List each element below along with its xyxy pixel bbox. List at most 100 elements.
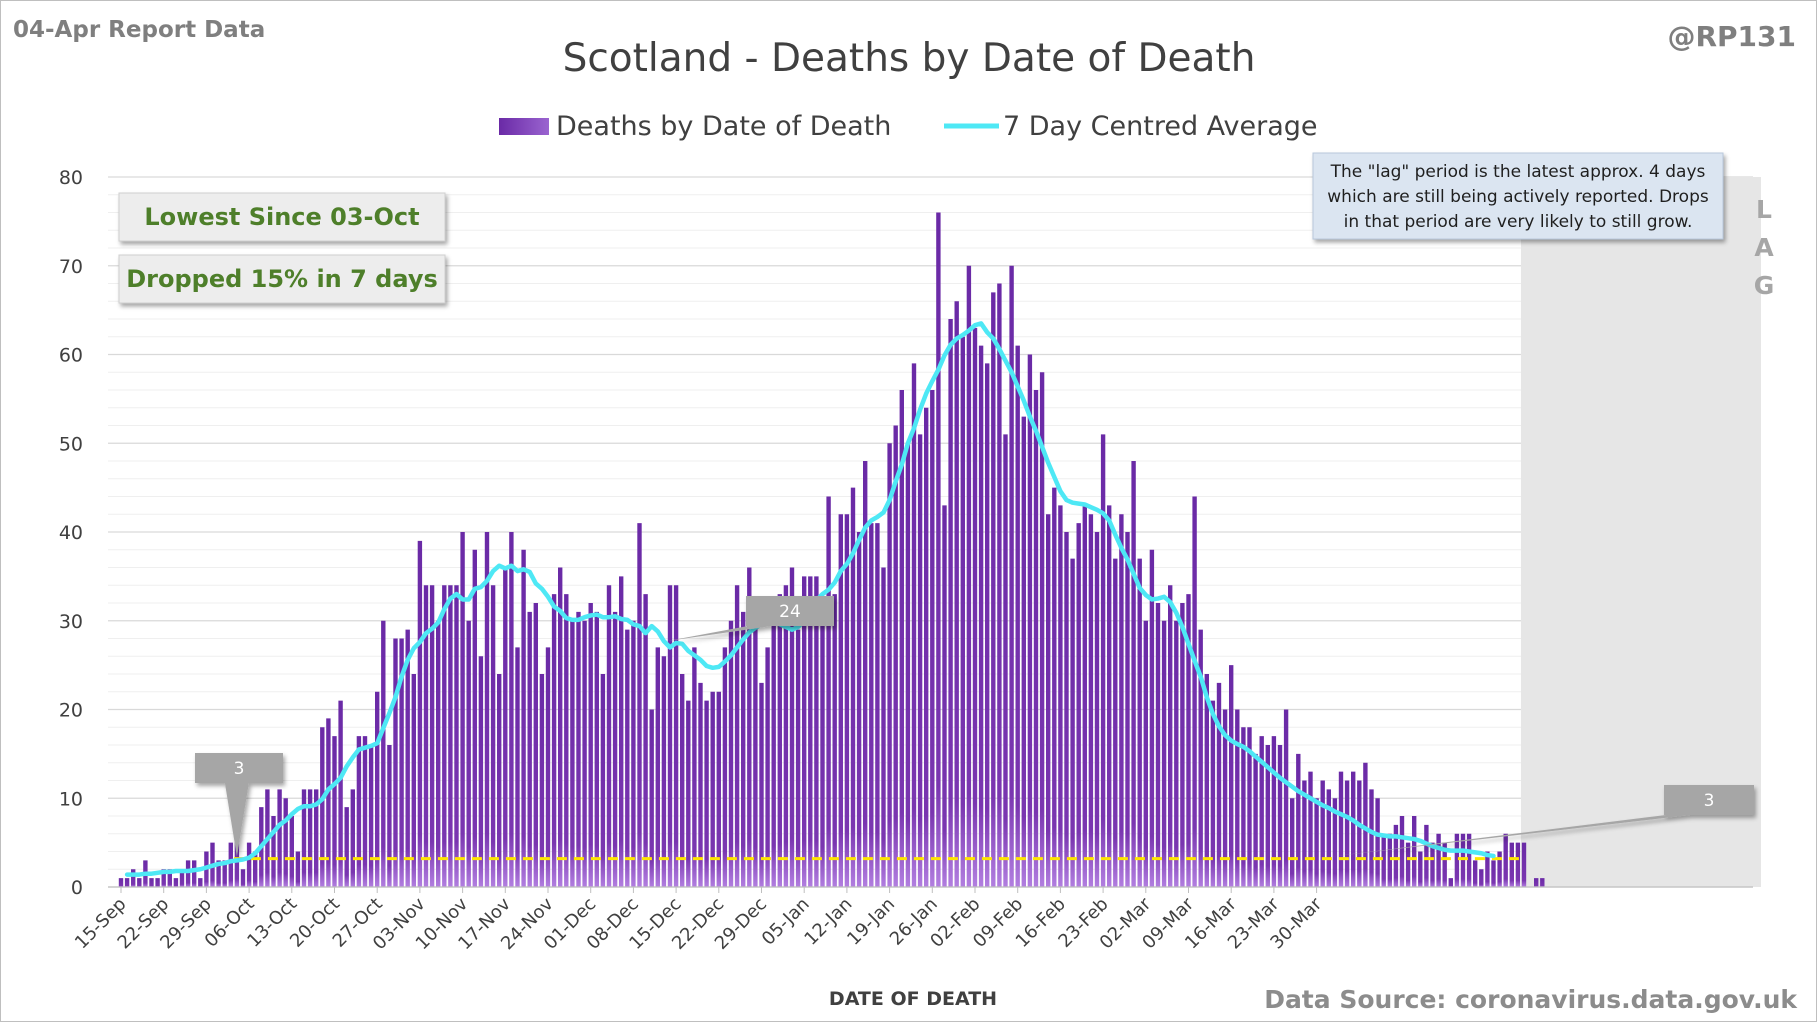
death-bar (655, 647, 660, 888)
death-bar (1015, 345, 1020, 888)
lag-note-box (1312, 152, 1724, 240)
death-bar (1082, 505, 1087, 888)
death-bar (1387, 833, 1392, 887)
report-date-label: 04-Apr Report Data (13, 17, 265, 43)
death-bar (1314, 798, 1319, 887)
death-bar (551, 594, 557, 888)
death-bar (917, 434, 923, 887)
legend: Deaths by Date of Death 7 Day Centred Av… (499, 111, 1318, 142)
death-bar (332, 736, 337, 888)
death-bar (649, 709, 654, 887)
death-bar (771, 611, 776, 888)
death-bar (399, 638, 404, 887)
death-bar (1186, 594, 1191, 888)
badge-dropped-box (118, 254, 446, 304)
death-bar (619, 576, 624, 888)
death-bar (1344, 780, 1350, 887)
value-callout-shape (667, 596, 834, 641)
lag-note-line-3: in that period are very likely to still … (1344, 212, 1693, 232)
death-bar (1491, 860, 1496, 888)
death-bar (161, 869, 166, 887)
death-bar (356, 736, 362, 888)
death-bar (1119, 514, 1124, 887)
death-bar (637, 523, 642, 888)
death-bar (1235, 709, 1240, 887)
death-bar (429, 585, 435, 887)
value-callout-label: 24 (779, 602, 801, 622)
death-bar (283, 798, 288, 887)
death-bar (795, 629, 801, 888)
death-bar (423, 585, 429, 887)
death-bar (1320, 780, 1325, 887)
badge-lowest-text: Lowest Since 03-Oct (144, 203, 419, 231)
death-bar (686, 700, 691, 888)
death-bar (1107, 505, 1112, 888)
death-bar (460, 532, 465, 887)
death-bar (1155, 603, 1161, 887)
x-axis-title: DATE OF DEATH (829, 988, 997, 1010)
death-bar (545, 647, 551, 888)
chart-title: Scotland - Deaths by Date of Death (563, 36, 1256, 81)
death-bar (661, 656, 667, 887)
death-bar (185, 860, 191, 888)
death-bar (1039, 372, 1045, 887)
death-bar (588, 603, 593, 887)
death-bar (1448, 878, 1453, 888)
x-tick-label: 12-Jan (800, 894, 856, 950)
death-bar (832, 594, 837, 888)
legend-bar-swatch (499, 118, 549, 135)
death-bar (978, 345, 984, 888)
death-bar (1369, 789, 1374, 888)
death-bar (1143, 620, 1148, 887)
death-bar (1247, 727, 1252, 887)
death-bar (753, 620, 758, 887)
death-bar (667, 585, 673, 887)
death-bar (1204, 674, 1209, 887)
death-bar (1094, 532, 1100, 887)
death-bar (326, 718, 331, 888)
death-bar (497, 674, 502, 887)
death-bar (911, 363, 917, 888)
death-bar (576, 611, 581, 888)
death-bar (1302, 780, 1307, 887)
y-tick-label: 70 (59, 256, 83, 278)
death-bar (253, 851, 258, 887)
y-tick-label: 60 (59, 345, 83, 367)
data-source: Data Source: coronavirus.data.gov.uk (1264, 985, 1798, 1014)
death-bar (393, 638, 398, 887)
death-bar (765, 647, 770, 888)
death-bar (1515, 842, 1521, 888)
death-bar (1296, 753, 1301, 888)
death-bar (1381, 833, 1386, 887)
death-bar (1326, 789, 1331, 888)
death-bar (216, 860, 221, 888)
death-bar (1241, 727, 1246, 887)
death-bar (118, 878, 124, 888)
death-bar (1168, 585, 1173, 887)
death-bar (1113, 558, 1118, 888)
death-bar (314, 789, 319, 888)
death-bar (490, 585, 496, 887)
y-tick-label: 80 (59, 167, 83, 189)
value-callout: 24 (667, 596, 834, 641)
death-bar (838, 514, 843, 887)
badge-dropped: Dropped 15% in 7 days (118, 254, 446, 304)
x-tick-label: 05-Jan (758, 894, 814, 950)
legend-line-label: 7 Day Centred Average (1003, 111, 1318, 142)
death-bar (521, 549, 526, 887)
death-bar (1149, 549, 1155, 887)
death-bar (1222, 709, 1228, 887)
death-bar (612, 611, 618, 888)
y-axis: 0 10 20 30 40 50 60 70 80 (59, 167, 83, 899)
lag-letter-a: A (1754, 233, 1774, 262)
death-bar (1460, 833, 1466, 887)
death-bar (789, 567, 795, 887)
lag-note-line-2: which are still being actively reported.… (1327, 187, 1709, 207)
death-bar (228, 842, 233, 888)
death-bar (728, 620, 734, 887)
death-bar (1332, 798, 1338, 887)
death-bar (442, 585, 447, 887)
death-bar (1125, 532, 1130, 887)
death-bar (1253, 753, 1258, 888)
death-bar (698, 682, 703, 888)
